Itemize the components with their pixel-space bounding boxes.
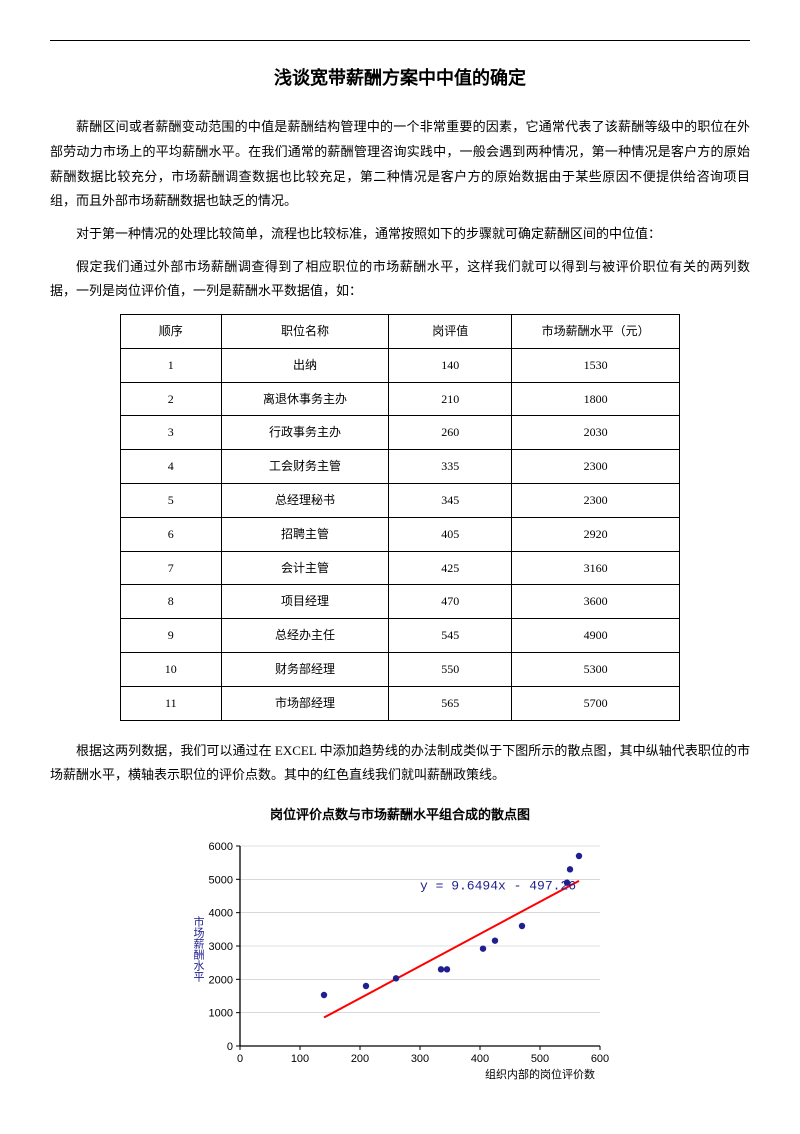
paragraph-3: 假定我们通过外部市场薪酬调查得到了相应职位的市场薪酬水平，这样我们就可以得到与被… <box>50 255 750 304</box>
table-cell: 5 <box>121 483 222 517</box>
paragraph-2: 对于第一种情况的处理比较简单，流程也比较标准，通常按照如下的步骤就可确定薪酬区间… <box>50 222 750 247</box>
table-row: 4工会财务主管3352300 <box>121 450 680 484</box>
table-col-header: 顺序 <box>121 315 222 349</box>
table-cell: 260 <box>389 416 512 450</box>
top-rule <box>50 40 750 41</box>
table-row: 3行政事务主办2602030 <box>121 416 680 450</box>
table-cell: 2920 <box>512 517 680 551</box>
table-cell: 工会财务主管 <box>221 450 389 484</box>
table-cell: 6 <box>121 517 222 551</box>
table-row: 8项目经理4703600 <box>121 585 680 619</box>
table-cell: 1530 <box>512 348 680 382</box>
table-row: 9总经办主任5454900 <box>121 619 680 653</box>
table-cell: 3600 <box>512 585 680 619</box>
table-cell: 项目经理 <box>221 585 389 619</box>
table-col-header: 市场薪酬水平（元） <box>512 315 680 349</box>
table-cell: 10 <box>121 652 222 686</box>
table-cell: 2030 <box>512 416 680 450</box>
table-cell: 11 <box>121 686 222 720</box>
svg-text:1000: 1000 <box>209 1007 233 1019</box>
table-cell: 565 <box>389 686 512 720</box>
table-cell: 总经理秘书 <box>221 483 389 517</box>
table-cell: 2300 <box>512 450 680 484</box>
svg-text:400: 400 <box>471 1053 489 1065</box>
table-row: 1出纳1401530 <box>121 348 680 382</box>
svg-text:4000: 4000 <box>209 907 233 919</box>
table-cell: 345 <box>389 483 512 517</box>
chart-svg: 0100200300400500600010002000300040005000… <box>180 834 620 1094</box>
table-cell: 8 <box>121 585 222 619</box>
table-cell: 4900 <box>512 619 680 653</box>
svg-text:5000: 5000 <box>209 874 233 886</box>
table-cell: 行政事务主办 <box>221 416 389 450</box>
table-cell: 招聘主管 <box>221 517 389 551</box>
table-row: 11市场部经理5655700 <box>121 686 680 720</box>
svg-text:3000: 3000 <box>209 941 233 953</box>
table-cell: 5700 <box>512 686 680 720</box>
table-cell: 210 <box>389 382 512 416</box>
table-cell: 5300 <box>512 652 680 686</box>
svg-text:600: 600 <box>591 1053 609 1065</box>
table-cell: 550 <box>389 652 512 686</box>
table-row: 2离退休事务主办2101800 <box>121 382 680 416</box>
svg-text:500: 500 <box>531 1053 549 1065</box>
paragraph-1: 薪酬区间或者薪酬变动范围的中值是薪酬结构管理中的一个非常重要的因素，它通常代表了… <box>50 115 750 214</box>
table-row: 6招聘主管4052920 <box>121 517 680 551</box>
table-cell: 离退休事务主办 <box>221 382 389 416</box>
table-cell: 4 <box>121 450 222 484</box>
table-col-header: 岗评值 <box>389 315 512 349</box>
table-cell: 总经办主任 <box>221 619 389 653</box>
table-cell: 545 <box>389 619 512 653</box>
table-header-row: 顺序职位名称岗评值市场薪酬水平（元） <box>121 315 680 349</box>
table-cell: 3 <box>121 416 222 450</box>
table-row: 5总经理秘书3452300 <box>121 483 680 517</box>
table-cell: 9 <box>121 619 222 653</box>
table-cell: 405 <box>389 517 512 551</box>
svg-text:300: 300 <box>411 1053 429 1065</box>
table-cell: 市场部经理 <box>221 686 389 720</box>
table-cell: 会计主管 <box>221 551 389 585</box>
table-cell: 2 <box>121 382 222 416</box>
table-cell: 140 <box>389 348 512 382</box>
svg-text:100: 100 <box>291 1053 309 1065</box>
table-cell: 7 <box>121 551 222 585</box>
table-row: 10财务部经理5505300 <box>121 652 680 686</box>
chart-title: 岗位评价点数与市场薪酬水平组合成的散点图 <box>50 803 750 828</box>
table-cell: 财务部经理 <box>221 652 389 686</box>
svg-text:200: 200 <box>351 1053 369 1065</box>
svg-text:0: 0 <box>227 1041 233 1053</box>
paragraph-4: 根据这两列数据，我们可以通过在 EXCEL 中添加趋势线的办法制成类似于下图所示… <box>50 739 750 788</box>
svg-text:组织内部的岗位评价数: 组织内部的岗位评价数 <box>485 1067 595 1081</box>
table-col-header: 职位名称 <box>221 315 389 349</box>
svg-text:6000: 6000 <box>209 841 233 853</box>
scatter-chart: 0100200300400500600010002000300040005000… <box>180 834 620 1094</box>
table-cell: 2300 <box>512 483 680 517</box>
svg-text:市场薪酬水平: 市场薪酬水平 <box>192 914 205 982</box>
table-cell: 425 <box>389 551 512 585</box>
salary-table: 顺序职位名称岗评值市场薪酬水平（元） 1出纳14015302离退休事务主办210… <box>120 314 680 721</box>
svg-text:2000: 2000 <box>209 974 233 986</box>
table-cell: 出纳 <box>221 348 389 382</box>
table-cell: 335 <box>389 450 512 484</box>
table-row: 7会计主管4253160 <box>121 551 680 585</box>
table-body: 1出纳14015302离退休事务主办21018003行政事务主办26020304… <box>121 348 680 720</box>
table-cell: 1800 <box>512 382 680 416</box>
table-cell: 3160 <box>512 551 680 585</box>
svg-text:0: 0 <box>237 1053 243 1065</box>
page-title: 浅谈宽带薪酬方案中中值的确定 <box>50 61 750 95</box>
table-cell: 470 <box>389 585 512 619</box>
table-cell: 1 <box>121 348 222 382</box>
svg-text:y = 9.6494x - 497.26: y = 9.6494x - 497.26 <box>420 878 576 893</box>
